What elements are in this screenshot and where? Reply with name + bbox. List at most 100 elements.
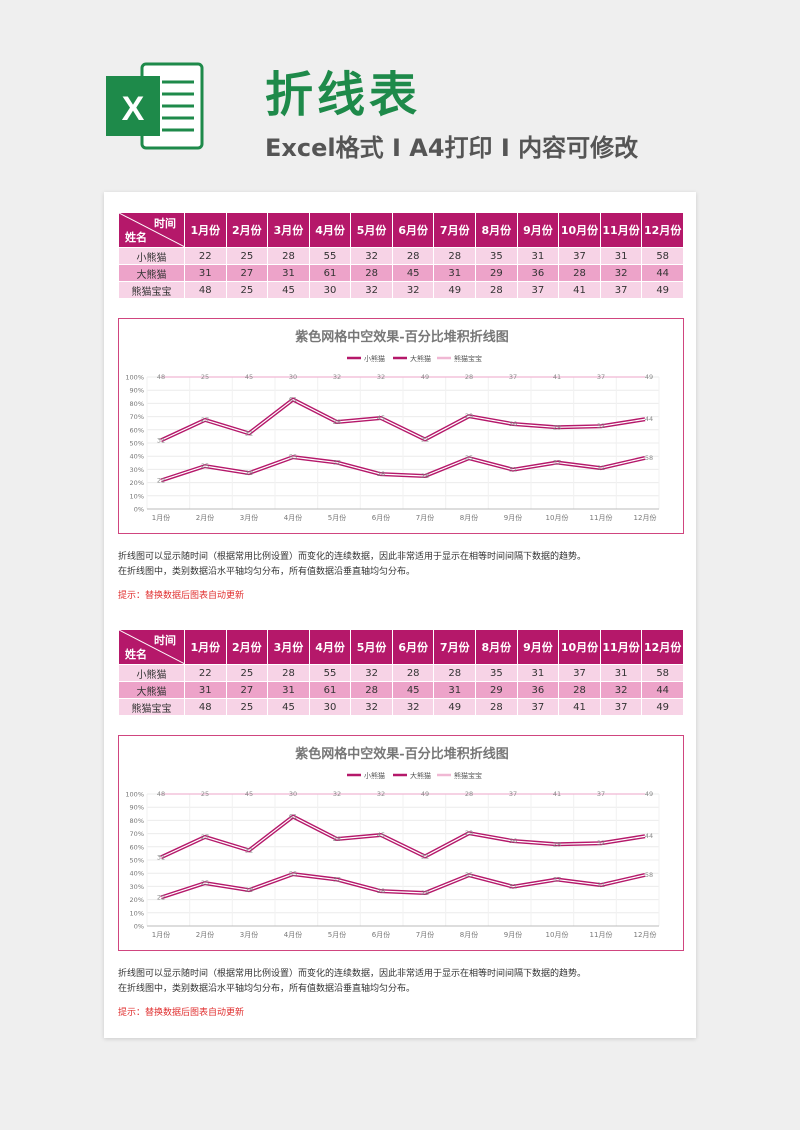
data-label: 25 <box>201 462 209 470</box>
table-cell: 55 <box>308 664 352 682</box>
description-line-2: 在折线图中，类别数据沿水平轴均匀分布，所有值数据沿垂直轴均匀分布。 <box>118 567 416 577</box>
data-label: 36 <box>509 420 517 428</box>
table-cell: 28 <box>433 664 477 682</box>
data-table: 时间 姓名 1月份 2月份 3月份 4月份 5月份 6月份 7月份 8月份 9月份 10月份 11月… <box>118 212 684 299</box>
data-label: 31 <box>509 466 517 474</box>
x-tick-label: 1月份 <box>152 513 170 522</box>
data-label: 27 <box>201 416 209 424</box>
description-text: 折线图可以显示随时间（根据常用比例设置）而变化的连续数据，因此非常适用于显示在相… <box>118 550 586 580</box>
table-cell: 32 <box>350 281 393 299</box>
data-label: 55 <box>289 870 297 878</box>
table-cell: 32 <box>350 698 393 716</box>
table-row: 熊猫宝宝 48 25 45 30 32 32 49 28 37 41 37 49 <box>118 281 684 299</box>
y-tick-label: 80% <box>130 817 144 825</box>
excel-logo-icon: X <box>106 62 204 150</box>
row-name: 小熊猫 <box>118 664 185 682</box>
y-tick-label: 40% <box>130 453 144 461</box>
y-tick-label: 20% <box>130 479 144 487</box>
x-tick-label: 5月份 <box>328 930 346 939</box>
x-tick-label: 10月份 <box>546 930 569 939</box>
description-line-1: 折线图可以显示随时间（根据常用比例设置）而变化的连续数据，因此非常适用于显示在相… <box>118 552 587 562</box>
table-cell: 28 <box>267 664 310 682</box>
data-label: 25 <box>201 790 209 798</box>
data-label: 32 <box>333 373 341 381</box>
y-tick-label: 60% <box>130 843 144 851</box>
table-header-row: 时间 姓名 1月份 2月份 3月份 4月份 5月份 6月份 7月份 8月份 9月份 10月份 11月… <box>118 629 684 665</box>
corner-time-label: 时间 <box>154 217 176 230</box>
y-tick-label: 30% <box>130 466 144 474</box>
data-label: 32 <box>333 876 341 884</box>
data-label: 31 <box>245 429 253 437</box>
x-tick-label: 9月份 <box>504 930 522 939</box>
y-tick-label: 70% <box>130 413 144 421</box>
table-cell: 28 <box>350 264 393 282</box>
y-tick-label: 60% <box>130 426 144 434</box>
x-tick-label: 9月份 <box>504 513 522 522</box>
data-label: 32 <box>597 422 605 430</box>
table-cell: 30 <box>308 698 352 716</box>
data-label: 30 <box>289 373 297 381</box>
data-label: 41 <box>553 790 561 798</box>
x-tick-label: 4月份 <box>284 513 302 522</box>
data-label: 35 <box>465 871 473 879</box>
table-cell: 31 <box>433 264 477 282</box>
table-cell: 45 <box>391 681 435 699</box>
data-label: 49 <box>645 373 653 381</box>
table-cell: 45 <box>391 264 435 282</box>
data-label: 37 <box>509 373 517 381</box>
month-header: 4月份 <box>308 629 352 665</box>
table-cell: 28 <box>267 247 310 265</box>
table-cell: 31 <box>433 681 477 699</box>
data-label: 31 <box>245 846 253 854</box>
month-header: 6月份 <box>391 212 435 248</box>
month-header: 10月份 <box>558 629 601 665</box>
page-subtitle: Excel格式 I A4打印 I 内容可修改 <box>265 134 639 162</box>
month-header: 7月份 <box>433 212 477 248</box>
table-cell: 35 <box>475 247 518 265</box>
data-label: 37 <box>509 790 517 798</box>
description-line-2: 在折线图中，类别数据沿水平轴均匀分布，所有值数据沿垂直轴均匀分布。 <box>118 984 416 994</box>
data-label: 29 <box>465 412 473 420</box>
month-header: 7月份 <box>433 629 477 665</box>
month-header: 2月份 <box>225 629 269 665</box>
data-label: 41 <box>553 373 561 381</box>
data-label: 48 <box>157 790 165 798</box>
corner-name-label: 姓名 <box>125 231 147 244</box>
data-label: 25 <box>201 879 209 887</box>
y-tick-label: 90% <box>130 387 144 395</box>
table-cell: 58 <box>641 664 684 682</box>
month-header: 12月份 <box>641 212 684 248</box>
table-cell: 28 <box>475 281 518 299</box>
data-label: 31 <box>509 883 517 891</box>
month-header: 5月份 <box>350 212 393 248</box>
x-tick-label: 5月份 <box>328 513 346 522</box>
month-header: 8月份 <box>475 212 518 248</box>
table-cell: 28 <box>475 698 518 716</box>
tip-text: 提示：替换数据后图表自动更新 <box>118 1008 245 1018</box>
table-cell: 32 <box>350 664 393 682</box>
table-cell: 36 <box>516 681 560 699</box>
x-tick-label: 2月份 <box>196 930 214 939</box>
description-line-1: 折线图可以显示随时间（根据常用比例设置）而变化的连续数据，因此非常适用于显示在相… <box>118 969 587 979</box>
table-cell: 58 <box>641 247 684 265</box>
table-cell: 25 <box>225 247 269 265</box>
line-chart: 紫色网格中空效果-百分比堆积折线图 小熊猫 大熊猫 熊猫宝宝 0% 10% 20% 30% 40… <box>118 318 684 534</box>
data-label: 49 <box>645 790 653 798</box>
table-cell: 44 <box>641 681 684 699</box>
table-cell: 37 <box>599 698 643 716</box>
data-label: 28 <box>465 790 473 798</box>
data-label: 48 <box>157 373 165 381</box>
table-cell: 36 <box>516 264 560 282</box>
table-cell: 31 <box>599 664 643 682</box>
x-tick-label: 3月份 <box>240 930 258 939</box>
y-tick-label: 30% <box>130 883 144 891</box>
table-cell: 31 <box>267 264 310 282</box>
table-cell: 49 <box>641 281 684 299</box>
table-row: 大熊猫 31 27 31 61 28 45 31 29 36 28 32 44 <box>118 264 684 282</box>
table-cell: 45 <box>267 698 310 716</box>
row-name: 大熊猫 <box>118 681 185 699</box>
y-tick-label: 0% <box>134 923 144 931</box>
table-cell: 49 <box>433 698 477 716</box>
data-label: 28 <box>333 835 341 843</box>
